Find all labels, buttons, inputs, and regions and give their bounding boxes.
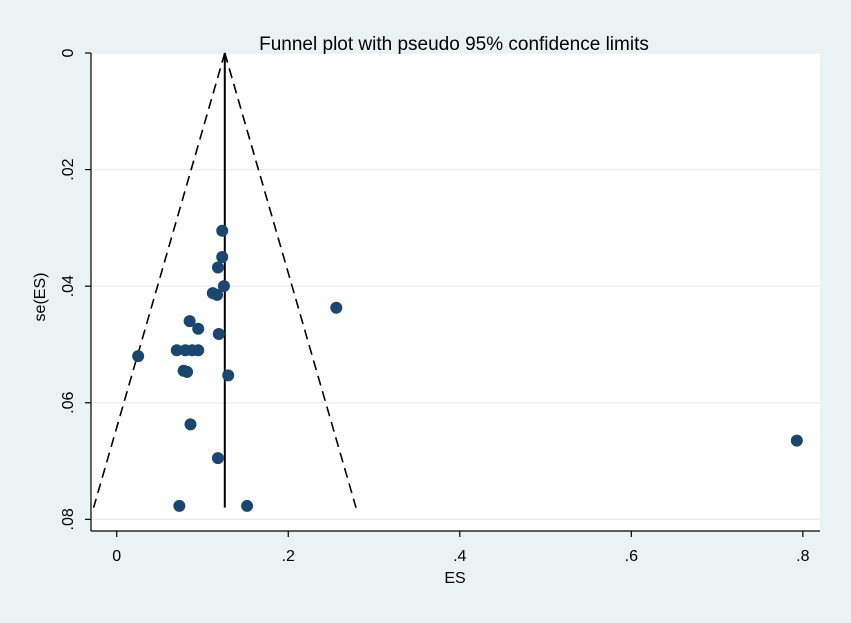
y-tick-label-1: .02 <box>60 158 77 180</box>
data-point-7 <box>183 315 196 328</box>
x-tick-label-2: .4 <box>453 548 466 565</box>
data-point-18 <box>184 418 197 431</box>
x-tick-label-1: .2 <box>282 548 295 565</box>
plot-area <box>91 53 820 531</box>
data-point-22 <box>241 499 254 512</box>
y-tick-label-3: .06 <box>60 392 77 414</box>
axes <box>90 53 820 532</box>
x-axis-ticks: 0 .2 .4 .6 .8 <box>112 531 810 565</box>
data-point-6 <box>330 301 343 314</box>
y-tick-label-0: 0 <box>60 48 77 57</box>
data-point-17 <box>222 369 235 382</box>
y-axis-ticks: 0 .02 .04 .06 .08 <box>60 48 91 530</box>
data-points <box>132 224 803 512</box>
gridlines <box>91 52 820 520</box>
data-point-14 <box>132 350 145 363</box>
data-point-10 <box>170 344 183 357</box>
data-point-9 <box>212 327 225 340</box>
data-point-21 <box>173 499 186 512</box>
data-point-1 <box>216 251 229 264</box>
x-tick-label-0: 0 <box>112 548 121 565</box>
x-tick-label-3: .6 <box>625 548 638 565</box>
x-tick-label-4: .8 <box>796 548 809 565</box>
data-point-5 <box>211 288 224 301</box>
data-point-16 <box>181 365 194 378</box>
data-point-8 <box>192 322 205 335</box>
chart-title: Funnel plot with pseudo 95% confidence l… <box>259 34 649 55</box>
data-point-20 <box>790 434 803 447</box>
data-point-13 <box>192 344 205 357</box>
data-point-0 <box>216 224 229 237</box>
y-axis-label: se(ES) <box>32 273 49 322</box>
data-point-19 <box>211 452 224 465</box>
x-axis-label: ES <box>444 570 465 587</box>
y-tick-label-2: .04 <box>60 275 77 297</box>
data-point-3 <box>217 280 230 293</box>
data-point-2 <box>211 261 224 274</box>
y-tick-label-4: .08 <box>60 508 77 530</box>
